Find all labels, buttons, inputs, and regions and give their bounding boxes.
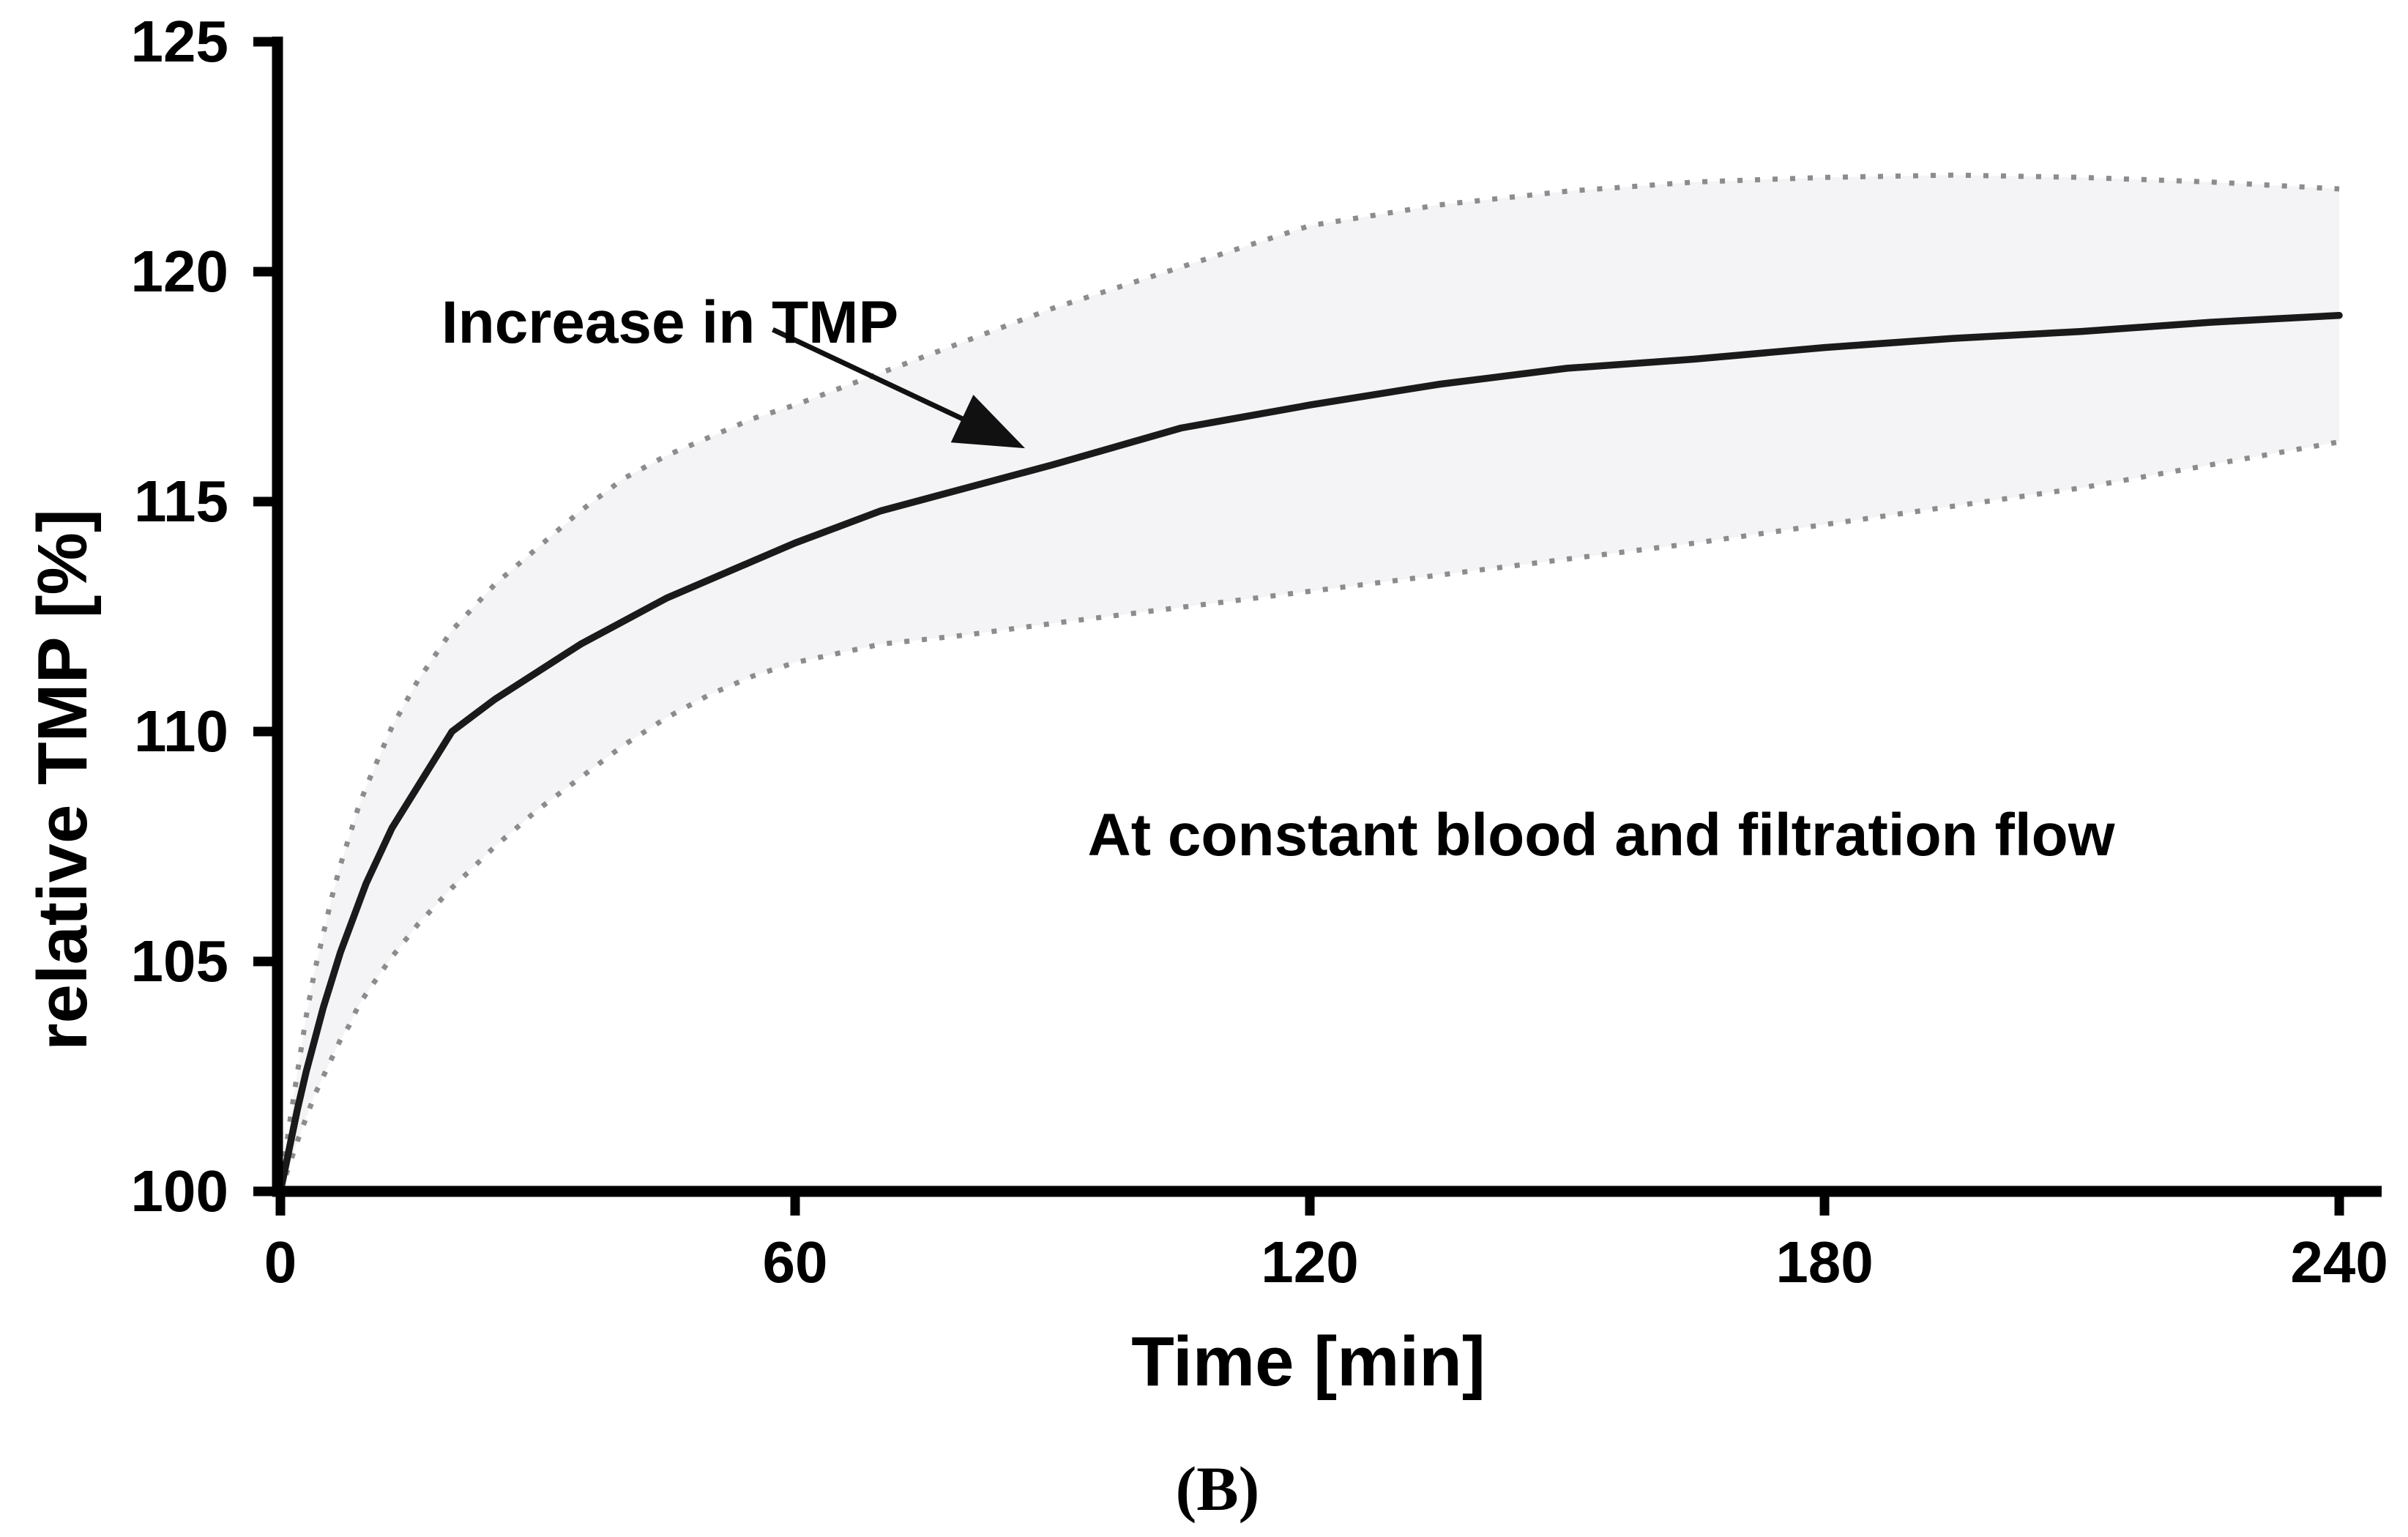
x-tick-label: 240 [2290, 1229, 2388, 1295]
panel-label: (B) [1176, 1454, 1260, 1524]
y-tick-label: 105 [131, 928, 228, 994]
y-tick-label: 115 [134, 469, 228, 534]
confidence-band [280, 175, 2340, 1192]
y-tick-label: 100 [131, 1158, 228, 1224]
y-tick-label: 120 [131, 239, 228, 304]
y-tick-label: 125 [131, 9, 228, 74]
mean-line [277, 311, 2343, 1195]
annotation-arrowhead [950, 395, 1026, 449]
annotation-increase-in-tmp: Increase in TMP [441, 289, 898, 356]
annotation-constant-flow: At constant blood and filtration flow [1088, 802, 2115, 868]
x-tick-label: 60 [763, 1229, 828, 1295]
y-axis-title: relative TMP [%] [23, 509, 102, 1051]
x-tick-label: 120 [1261, 1229, 1358, 1295]
y-tick-label: 110 [134, 699, 228, 764]
x-tick-label: 0 [264, 1229, 297, 1295]
x-tick-label: 180 [1775, 1229, 1873, 1295]
annotation-arrow-shaft [772, 327, 969, 424]
x-axis-title: Time [min] [1131, 1322, 1486, 1401]
